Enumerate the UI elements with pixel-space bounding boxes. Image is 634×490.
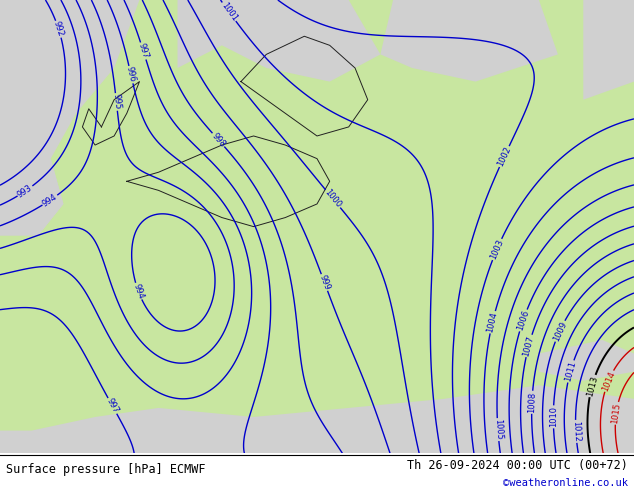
Text: 1013: 1013 [585,374,599,397]
Polygon shape [0,0,139,236]
Text: 1014: 1014 [600,369,617,392]
Text: 1005: 1005 [493,419,503,441]
Text: Surface pressure [hPa] ECMWF: Surface pressure [hPa] ECMWF [6,463,206,476]
Text: ©weatheronline.co.uk: ©weatheronline.co.uk [503,478,628,489]
Text: 995: 995 [111,94,122,110]
Text: 1012: 1012 [571,421,581,442]
Text: 997: 997 [105,397,120,415]
Polygon shape [0,159,63,236]
Text: 1011: 1011 [564,360,578,383]
Text: 998: 998 [210,131,227,149]
Text: 1003: 1003 [489,238,505,261]
Text: 994: 994 [41,192,59,208]
Text: 1009: 1009 [552,319,568,343]
Text: 996: 996 [125,66,137,83]
Text: 1002: 1002 [496,145,513,168]
Polygon shape [539,340,634,381]
Text: Th 26-09-2024 00:00 UTC (00+72): Th 26-09-2024 00:00 UTC (00+72) [407,459,628,471]
Text: 1015: 1015 [611,402,622,424]
Text: 1006: 1006 [515,309,531,332]
Text: 1008: 1008 [527,392,537,413]
Polygon shape [583,0,634,99]
Text: 1007: 1007 [522,335,536,357]
Text: 1004: 1004 [486,311,500,333]
Polygon shape [380,0,558,82]
Text: 997: 997 [136,42,150,60]
Text: 993: 993 [16,183,34,199]
Polygon shape [178,0,380,82]
Text: 999: 999 [318,273,332,292]
Text: 1000: 1000 [323,188,343,210]
Text: 1001: 1001 [219,0,239,23]
Polygon shape [0,385,634,453]
Text: 992: 992 [52,20,65,38]
Text: 1010: 1010 [549,406,558,427]
Text: 994: 994 [131,282,145,300]
